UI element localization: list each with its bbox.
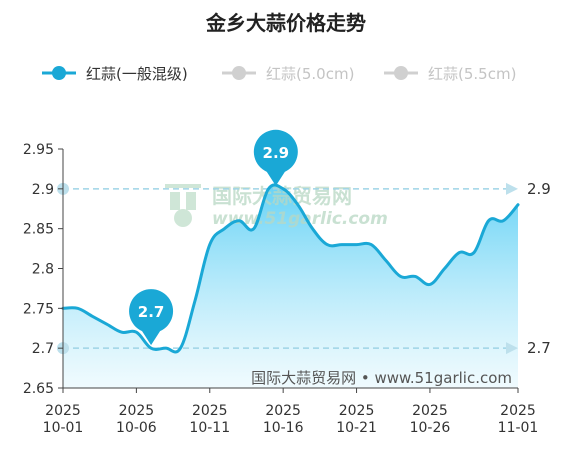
legend-marker-primary [52,66,66,80]
watermark-logo-url: www.51garlic.com [212,209,388,229]
x-tick-date: 10-01 [43,420,84,436]
x-tick-date: 10-21 [336,420,377,436]
y-tick-label: 2.85 [23,222,54,238]
value-marker-pin [129,289,174,346]
x-axis-ticks: 202510-01202510-06202510-11202510-162025… [43,388,539,436]
legend-marker-5-0cm [232,66,246,80]
legend-marker-5-5cm [394,66,408,80]
x-tick-year: 2025 [45,403,81,419]
x-tick-date: 10-16 [263,420,304,436]
reference-line-arrow [506,182,518,195]
x-tick-year: 2025 [500,403,536,419]
garlic-logo-icon [165,184,201,227]
y-tick-label: 2.75 [23,301,54,317]
x-tick-year: 2025 [339,403,375,419]
x-tick-year: 2025 [119,403,155,419]
value-markers: 2.9 2.7 [129,129,298,346]
watermark-logo: 国际大蒜贸易网 www.51garlic.com [165,184,388,229]
y-tick-label: 2.8 [32,262,54,278]
x-tick-date: 10-11 [189,420,230,436]
watermark-footer: 国际大蒜贸易网 • www.51garlic.com [251,369,512,387]
value-marker-label: 2.9 [263,144,290,162]
reference-line-label: 2.9 [527,180,551,198]
legend: 红蒜(一般混级) 红蒜(5.0cm) 红蒜(5.5cm) [42,65,516,83]
y-tick-label: 2.65 [23,381,54,397]
reference-line-label: 2.7 [527,339,551,357]
legend-label-primary: 红蒜(一般混级) [86,65,188,83]
value-marker-pin [253,129,298,186]
x-tick-date: 10-06 [116,420,157,436]
price-line [61,183,520,354]
x-tick-year: 2025 [412,403,448,419]
legend-item-primary[interactable]: 红蒜(一般混级) [42,65,188,83]
legend-label-5-0cm: 红蒜(5.0cm) [266,65,354,83]
y-tick-label: 2.95 [23,142,54,158]
x-tick-year: 2025 [192,403,228,419]
x-tick-date: 10-26 [410,420,451,436]
x-tick-year: 2025 [265,403,301,419]
axes: 2.952.92.852.82.752.72.65 202510-0120251… [23,142,539,436]
legend-item-5-5cm[interactable]: 红蒜(5.5cm) [384,65,516,83]
x-tick-date: 11-01 [498,420,539,436]
price-area-fill [63,184,518,388]
y-tick-label: 2.7 [32,341,54,357]
plot-area: 国际大蒜贸易网 www.51garlic.com 2.9 2.7 2.9 2.7 [57,129,551,388]
legend-item-5-0cm[interactable]: 红蒜(5.0cm) [222,65,354,83]
reference-line-arrow [506,342,518,355]
legend-label-5-5cm: 红蒜(5.5cm) [428,65,516,83]
y-axis-ticks: 2.95 2.9 2.85 2.8 2.75 2.7 2.65 [23,142,63,397]
value-marker-label: 2.7 [138,303,165,321]
chart-title: 金乡大蒜价格走势 [205,11,366,35]
y-tick-label: 2.9 [32,182,54,198]
